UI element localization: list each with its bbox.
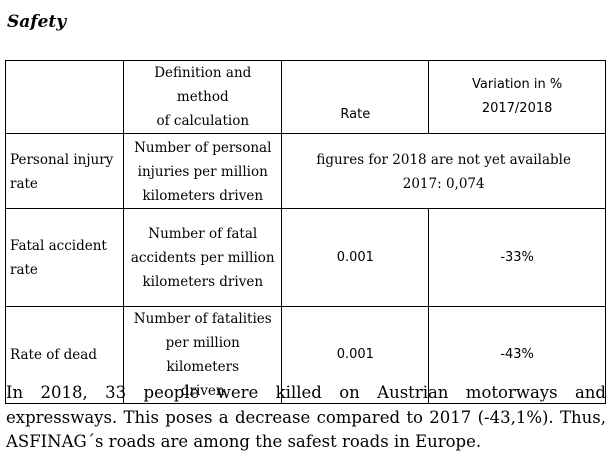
row-label-line: Rate of dead: [10, 347, 97, 363]
table-row: Personal injury rate Number of personal …: [4, 133, 606, 209]
row-label-line: Personal injury: [10, 152, 114, 168]
row-definition-line: kilometers driven: [142, 188, 264, 204]
row-rate: 0.001: [281, 208, 430, 307]
body-paragraph: In 2018, 33 people were killed on Austri…: [6, 383, 606, 451]
header-variation: Variation in % 2017/2018: [428, 60, 606, 134]
header-rate-label: Rate: [340, 107, 371, 122]
note-line: figures for 2018 are not yet available: [316, 152, 571, 168]
row-definition-line: per million kilometers: [165, 335, 240, 375]
row-definition-line: Number of fatal: [148, 225, 258, 242]
section-heading: Safety: [7, 12, 67, 32]
note-line: 2017: 0,074: [402, 176, 485, 192]
row-definition-line: injuries per million: [137, 164, 268, 180]
header-definition: Definition and method of calculation: [123, 60, 283, 134]
row-definition-line: kilometers driven: [142, 273, 264, 290]
row-label: Personal injury rate: [4, 133, 125, 209]
row-definition-line: accidents per million: [130, 249, 275, 266]
header-variation-line: 2017/2018: [481, 101, 553, 116]
header-variation-line: Variation in %: [472, 77, 563, 92]
row-label: Fatal accident rate: [4, 208, 125, 307]
row-rate: 0.001: [281, 306, 430, 404]
row-definition: Number of fatalities per million kilomet…: [123, 306, 283, 404]
row-variation: -43%: [428, 306, 606, 404]
row-definition-line: driven: [180, 383, 225, 399]
header-definition-line: Definition and method: [154, 65, 252, 105]
header-empty-cell: [4, 60, 125, 134]
row-definition-line: Number of fatalities: [133, 311, 272, 327]
header-rate: Rate: [281, 60, 430, 134]
header-definition-line: of calculation: [156, 113, 250, 129]
safety-table: Definition and method of calculation Rat…: [4, 60, 606, 404]
row-label-line: rate: [10, 261, 38, 278]
row-merged-note: figures for 2018 are not yet available 2…: [281, 133, 606, 209]
row-definition-line: Number of personal: [134, 140, 272, 156]
row-variation: -33%: [428, 208, 606, 307]
row-label-line: Fatal accident: [10, 237, 107, 254]
row-label: Rate of dead: [4, 306, 125, 404]
table-row: Rate of dead Number of fatalities per mi…: [4, 306, 606, 404]
table-header-row: Definition and method of calculation Rat…: [4, 60, 606, 134]
row-label-line: rate: [10, 176, 38, 192]
row-definition: Number of personal injuries per million …: [123, 133, 283, 209]
table-row: Fatal accident rate Number of fatal acci…: [4, 208, 606, 307]
row-definition: Number of fatal accidents per million ki…: [123, 208, 283, 307]
